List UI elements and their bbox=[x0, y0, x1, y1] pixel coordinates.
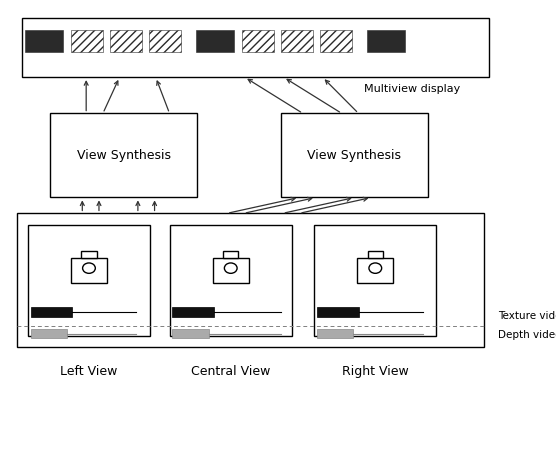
Bar bbox=[320, 30, 352, 52]
Bar bbox=[81, 251, 97, 258]
Text: Texture video: Texture video bbox=[498, 311, 556, 321]
Bar bbox=[172, 329, 208, 338]
Text: Right View: Right View bbox=[342, 365, 409, 379]
Text: View Synthesis: View Synthesis bbox=[77, 149, 171, 162]
Text: Multiview display: Multiview display bbox=[364, 84, 460, 94]
Bar bbox=[368, 251, 383, 258]
Bar bbox=[71, 30, 103, 52]
Text: Depth video: Depth video bbox=[498, 330, 556, 340]
Bar bbox=[170, 225, 292, 336]
Text: Left View: Left View bbox=[60, 365, 118, 379]
Bar bbox=[31, 307, 72, 317]
Bar bbox=[317, 329, 353, 338]
Bar bbox=[212, 258, 249, 282]
Bar bbox=[281, 114, 428, 197]
Bar bbox=[25, 30, 63, 52]
Circle shape bbox=[83, 263, 95, 273]
Text: Central View: Central View bbox=[191, 365, 270, 379]
Bar bbox=[367, 30, 405, 52]
Bar bbox=[242, 30, 274, 52]
Bar bbox=[71, 258, 107, 282]
Bar bbox=[172, 307, 214, 317]
Circle shape bbox=[225, 263, 237, 273]
Bar bbox=[31, 329, 67, 338]
Bar bbox=[196, 30, 234, 52]
Bar bbox=[50, 114, 197, 197]
Bar bbox=[317, 307, 359, 317]
Bar bbox=[17, 213, 484, 347]
Bar bbox=[110, 30, 142, 52]
Text: View Synthesis: View Synthesis bbox=[307, 149, 401, 162]
Bar bbox=[358, 258, 394, 282]
Circle shape bbox=[369, 263, 381, 273]
Bar bbox=[149, 30, 181, 52]
Bar bbox=[223, 251, 239, 258]
Bar bbox=[281, 30, 313, 52]
Bar bbox=[22, 18, 489, 77]
Bar bbox=[28, 225, 150, 336]
Bar bbox=[314, 225, 436, 336]
